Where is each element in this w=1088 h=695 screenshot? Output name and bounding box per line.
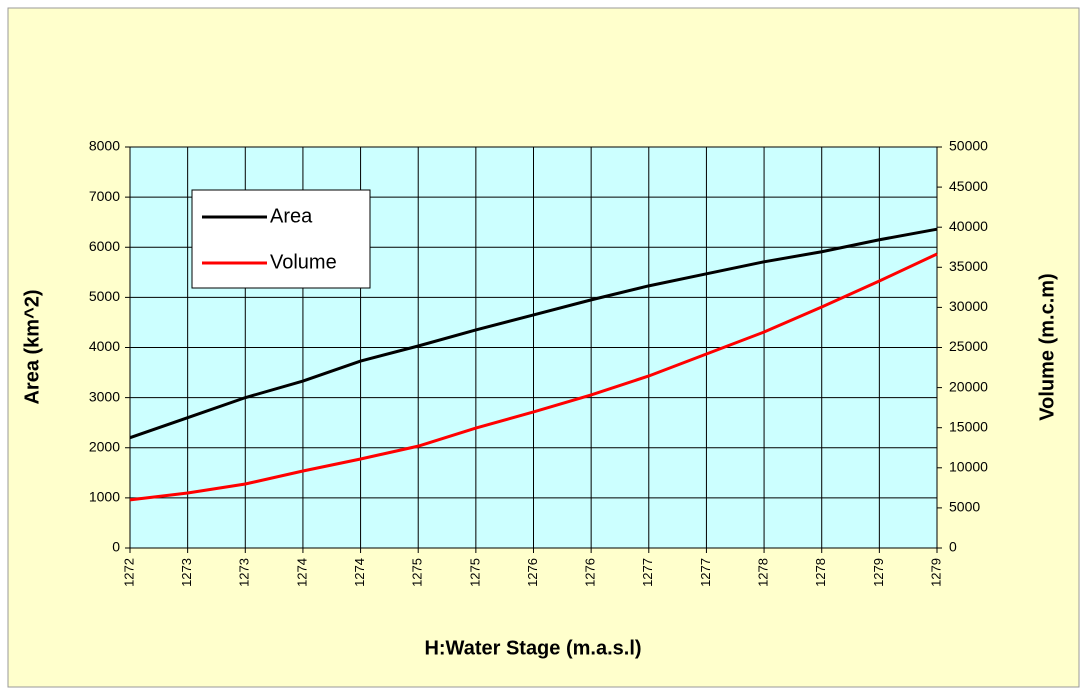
y2-tick-label: 35000 <box>949 258 988 274</box>
x-tick-label: 1276 <box>583 558 598 587</box>
x-tick-label: 1277 <box>698 558 713 587</box>
y2-tick-label: 0 <box>949 539 957 555</box>
y2-tick-label: 20000 <box>949 378 988 394</box>
x-axis-title: H:Water Stage (m.a.s.l) <box>424 637 641 659</box>
x-tick-label: 1275 <box>467 558 482 587</box>
y2-tick-label: 15000 <box>949 418 988 434</box>
y-tick-label: 6000 <box>89 238 120 254</box>
y2-tick-label: 30000 <box>949 298 988 314</box>
series-line <box>129 252 938 502</box>
x-tick-label: 1278 <box>813 558 828 587</box>
legend-label: Area <box>270 205 313 227</box>
y-tick-label: 5000 <box>89 288 120 304</box>
x-tick-label: 1279 <box>928 558 943 587</box>
y-tick-label: 2000 <box>89 438 120 454</box>
x-tick-label: 1274 <box>352 558 367 587</box>
x-tick-label: 1272 <box>121 558 136 587</box>
y2-tick-label: 40000 <box>949 218 988 234</box>
legend-label: Volume <box>270 251 337 273</box>
y2-tick-label: 5000 <box>949 499 980 515</box>
x-tick-label: 1277 <box>640 558 655 587</box>
y2-tick-label: 45000 <box>949 178 988 194</box>
x-tick-label: 1279 <box>871 558 886 587</box>
y-axis-title: Area (km^2) <box>21 289 43 404</box>
y-tick-label: 7000 <box>89 188 120 204</box>
x-tick-label: 1278 <box>756 558 771 587</box>
x-tick-label: 1275 <box>410 558 425 587</box>
y2-tick-label: 10000 <box>949 459 988 475</box>
y2-tick-label: 25000 <box>949 338 988 354</box>
y-tick-label: 4000 <box>89 338 120 354</box>
x-tick-label: 1274 <box>294 558 309 587</box>
y-tick-label: 1000 <box>89 489 120 505</box>
series-line <box>129 227 938 440</box>
x-tick-label: 1273 <box>179 558 194 587</box>
legend-box <box>191 189 371 289</box>
y-tick-label: 0 <box>112 539 120 555</box>
x-tick-label: 1273 <box>237 558 252 587</box>
y-tick-label: 8000 <box>89 138 120 154</box>
y2-axis-title: Volume (m.c.m) <box>1036 273 1058 420</box>
y2-tick-label: 50000 <box>949 138 988 154</box>
y-tick-label: 3000 <box>89 388 120 404</box>
x-tick-label: 1276 <box>525 558 540 587</box>
